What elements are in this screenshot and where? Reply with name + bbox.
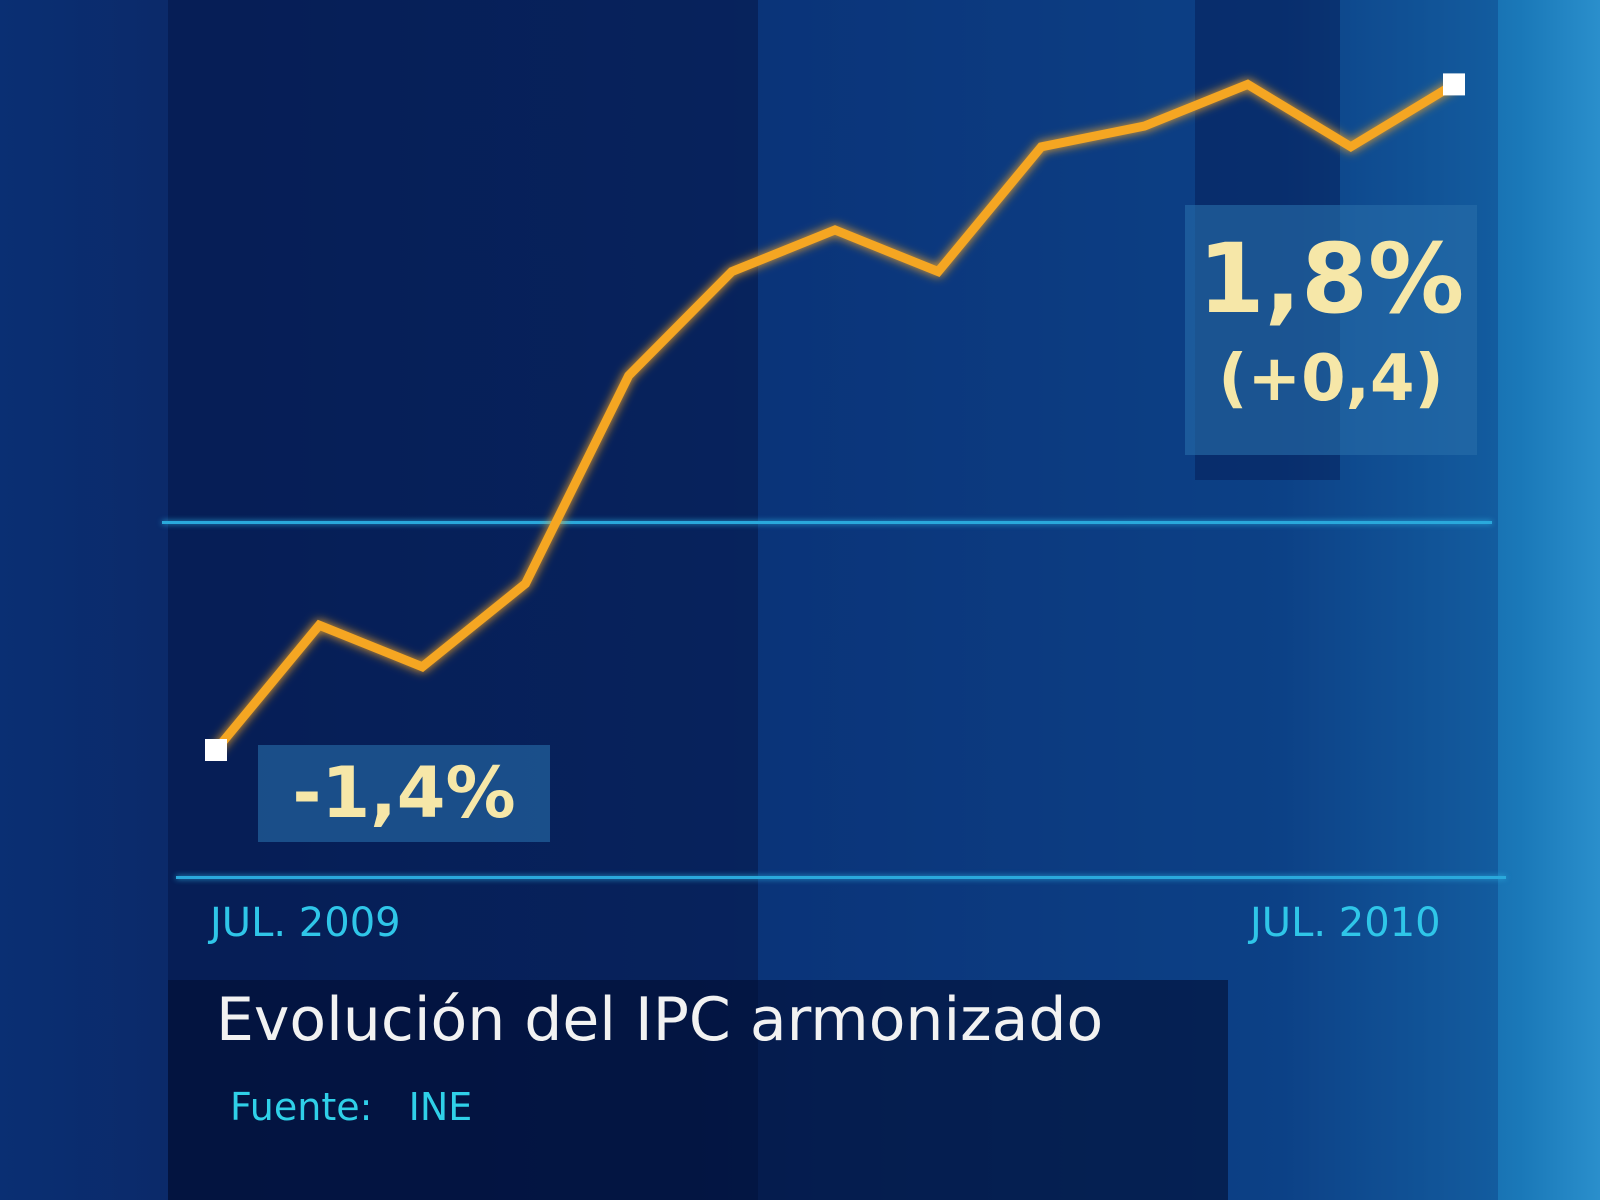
x-tick-label: JUL. 2009 <box>210 900 401 946</box>
title-band <box>168 980 1228 1200</box>
chart-source: Fuente: INE <box>230 1085 472 1129</box>
end-point-marker <box>1443 73 1465 96</box>
series-line <box>212 79 1457 753</box>
end-value: 1,8% <box>1197 223 1465 335</box>
source-value: INE <box>408 1085 473 1129</box>
x-axis-line <box>176 876 1506 879</box>
source-label: Fuente: <box>230 1085 373 1129</box>
start-point-marker <box>205 739 227 761</box>
end-value-label: 1,8% (+0,4) <box>1185 205 1477 455</box>
reference-line <box>162 521 1492 524</box>
start-value-label: -1,4% <box>258 745 550 842</box>
x-tick-label: JUL. 2010 <box>1250 900 1441 946</box>
chart-title: Evolución del IPC armonizado <box>216 985 1104 1055</box>
end-change: (+0,4) <box>1218 342 1444 416</box>
